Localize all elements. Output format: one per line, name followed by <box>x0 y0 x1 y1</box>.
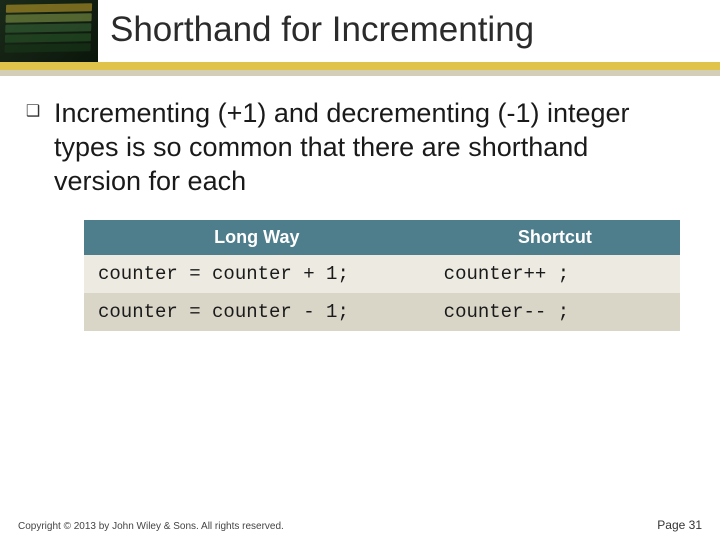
page-number: Page 31 <box>657 518 702 532</box>
table-cell: counter++ ; <box>430 255 680 293</box>
table-row: counter = counter - 1; counter-- ; <box>84 293 680 331</box>
table-row: counter = counter + 1; counter++ ; <box>84 255 680 293</box>
bullet-item: ❑ Incrementing (+1) and decrementing (-1… <box>24 96 680 198</box>
title-decorative-image <box>0 0 98 68</box>
bullet-text: Incrementing (+1) and decrementing (-1) … <box>54 96 680 198</box>
table-header-shortcut: Shortcut <box>430 220 680 255</box>
slide-title: Shorthand for Incrementing <box>110 10 534 50</box>
title-underline <box>0 62 720 76</box>
title-band: Shorthand for Incrementing <box>0 0 720 78</box>
table-header-row: Long Way Shortcut <box>84 220 680 255</box>
table-cell: counter = counter - 1; <box>84 293 430 331</box>
bullet-glyph: ❑ <box>24 96 42 128</box>
shortcut-table: Long Way Shortcut counter = counter + 1;… <box>84 220 680 331</box>
footer: Copyright © 2013 by John Wiley & Sons. A… <box>0 510 720 540</box>
table-cell: counter-- ; <box>430 293 680 331</box>
table-header-longway: Long Way <box>84 220 430 255</box>
copyright-text: Copyright © 2013 by John Wiley & Sons. A… <box>18 521 284 532</box>
body-area: ❑ Incrementing (+1) and decrementing (-1… <box>0 78 720 331</box>
table-cell: counter = counter + 1; <box>84 255 430 293</box>
